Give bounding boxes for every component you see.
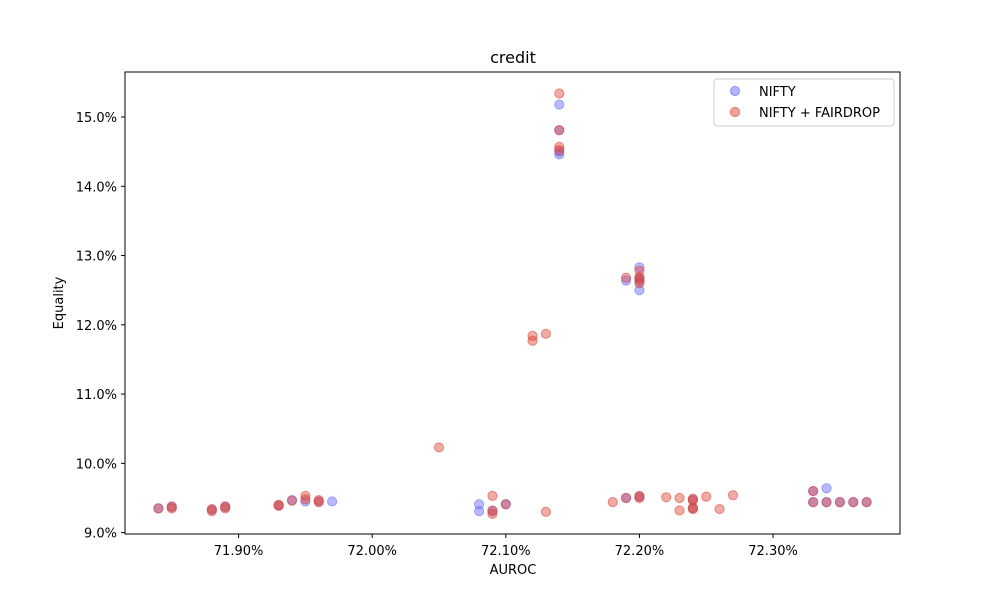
- point-series-1-22: [540, 506, 552, 517]
- point-series-1-15: [487, 490, 498, 502]
- point-series-0-28: [821, 483, 832, 494]
- legend: NIFTY NIFTY + FAIRDROP: [713, 78, 895, 127]
- point-series-1-29: [620, 272, 632, 283]
- point-series-1-24: [554, 125, 565, 136]
- point-series-0-13: [554, 99, 565, 110]
- point-series-1-37: [674, 492, 685, 504]
- point-series-1-45: [727, 490, 739, 501]
- point-series-1-4: [206, 503, 217, 515]
- point-series-1-25: [554, 141, 565, 152]
- x-tick-label-0: 71.90%: [214, 544, 264, 559]
- point-series-1-20: [527, 335, 538, 346]
- point-series-1-9: [286, 495, 298, 506]
- point-series-1-40: [687, 495, 698, 506]
- y-tick-label-1: 10.0%: [76, 457, 117, 472]
- point-series-1-18: [500, 499, 511, 510]
- y-tick-label-0: 9.0%: [84, 527, 117, 542]
- point-series-1-49: [834, 497, 845, 508]
- point-series-1-43: [701, 491, 712, 502]
- point-series-0-9: [473, 499, 485, 510]
- y-axis-label: Equality: [52, 276, 67, 329]
- x-axis: 71.90% 72.00% 72.10% 72.20% 72.30%: [214, 534, 798, 559]
- y-tick-label-2: 11.0%: [76, 388, 117, 403]
- point-series-1-23: [554, 88, 565, 99]
- point-series-1-38: [674, 505, 685, 516]
- point-series-1-33: [634, 278, 645, 289]
- point-series-1-8: [273, 499, 284, 511]
- point-series-1-14: [433, 442, 445, 453]
- point-series-1-46: [808, 485, 819, 497]
- y-tick-label-4: 13.0%: [76, 250, 117, 265]
- y-tick-label-6: 15.0%: [76, 111, 117, 126]
- point-series-1-16: [487, 508, 498, 520]
- x-tick-label-4: 72.30%: [748, 544, 798, 559]
- y-tick-label-3: 12.0%: [76, 319, 117, 334]
- point-series-1-6: [220, 501, 231, 512]
- point-series-1-13: [313, 494, 324, 506]
- x-tick-label-1: 72.00%: [347, 544, 397, 559]
- point-series-1-32: [634, 274, 645, 285]
- point-series-1-48: [821, 497, 832, 508]
- point-series-1-27: [607, 497, 618, 508]
- legend-marker-nifty: [729, 85, 741, 97]
- x-tick-label-3: 72.20%: [615, 544, 665, 559]
- chart-title: credit: [490, 48, 536, 67]
- point-series-1-47: [808, 497, 819, 508]
- point-series-1-10: [300, 490, 311, 502]
- point-series-1-26: [554, 145, 565, 156]
- legend-box: [713, 78, 895, 127]
- legend-label-nifty: NIFTY: [759, 85, 796, 100]
- point-series-1-50: [848, 497, 859, 508]
- point-series-1-11: [300, 494, 311, 505]
- point-series-1-0: [153, 503, 164, 514]
- point-series-1-51: [861, 497, 872, 508]
- point-series-0-8: [327, 496, 338, 507]
- point-series-0-18: [620, 275, 632, 286]
- point-series-1-21: [540, 328, 552, 339]
- point-series-1-36: [661, 492, 672, 503]
- point-series-1-35: [634, 492, 645, 504]
- legend-label-nifty-fairdrop: NIFTY + FAIRDROP: [759, 106, 880, 121]
- point-series-1-42: [687, 503, 698, 515]
- point-series-1-44: [714, 503, 725, 515]
- y-tick-label-5: 14.0%: [76, 180, 117, 195]
- plot-frame: [124, 71, 901, 535]
- point-series-1-28: [620, 492, 632, 504]
- x-axis-label: AUROC: [490, 563, 537, 578]
- x-tick-label-2: 72.10%: [481, 544, 531, 559]
- point-series-0-10: [473, 506, 485, 517]
- point-series-1-17: [487, 505, 498, 516]
- point-series-1-2: [166, 501, 177, 512]
- y-axis: 9.0% 10.0% 11.0% 12.0% 13.0% 14.0% 15.0%: [76, 111, 125, 542]
- points-layer: [153, 88, 872, 520]
- legend-marker-nifty-fairdrop: [729, 106, 741, 118]
